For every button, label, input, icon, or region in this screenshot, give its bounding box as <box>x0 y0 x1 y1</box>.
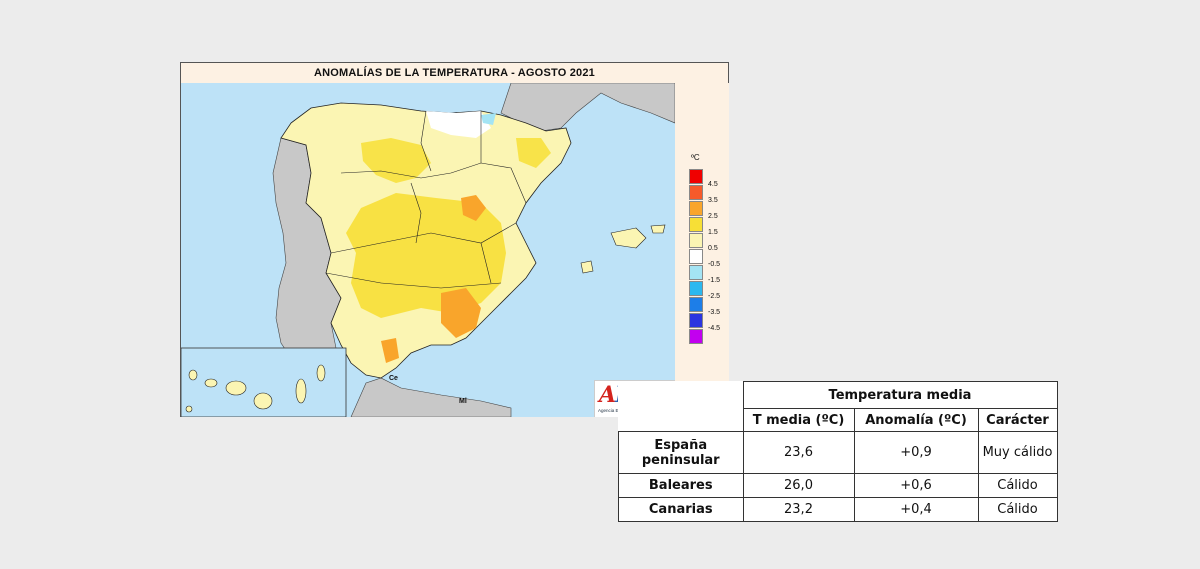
map-title: ANOMALÍAS DE LA TEMPERATURA - AGOSTO 202… <box>181 63 728 84</box>
map-area: Ce Ml AEmet Agencia Estatal de Meteorolo… <box>181 83 676 417</box>
cell-caracter: Cálido <box>977 497 1058 522</box>
row-label: Canarias <box>618 497 744 522</box>
table-row: España peninsular 23,6 +0,9 Muy cálido <box>618 431 1058 474</box>
legend: ºC 4.5 3.5 2.5 1.5 0.5 -0.5 -1.5 -2.5 -3.5 -4.5 <box>675 83 729 417</box>
anomaly-2-5-zone-center <box>461 195 486 221</box>
label-melilla: Ml <box>459 398 467 405</box>
cell-caracter: Cálido <box>977 473 1058 498</box>
legend-swatch <box>689 185 703 200</box>
table-row: Baleares 26,0 +0,6 Cálido <box>618 473 1058 498</box>
legend-label: 1.5 <box>708 229 718 236</box>
cell-caracter: Muy cálido <box>977 431 1058 474</box>
legend-label: -3.5 <box>708 309 721 316</box>
legend-swatch <box>689 169 703 184</box>
col-caracter: Carácter <box>977 408 1058 432</box>
legend-unit: ºC <box>691 153 700 162</box>
legend-label: 3.5 <box>708 197 718 204</box>
row-label: España peninsular <box>618 431 744 474</box>
anomaly-2-5-zone-coast <box>381 338 399 363</box>
legend-label: -2.5 <box>708 293 721 300</box>
region-borders <box>325 110 527 289</box>
legend-label: 0.5 <box>708 245 718 252</box>
menorca <box>650 224 666 234</box>
anomaly-neutral-zone <box>426 111 491 138</box>
legend-label: -4.5 <box>708 325 721 332</box>
col-t-media: T media (ºC) <box>742 408 855 432</box>
cell-anomalia: +0,6 <box>853 473 979 498</box>
legend-swatch <box>689 217 703 232</box>
legend-label: 4.5 <box>708 181 718 188</box>
legend-swatch <box>689 297 703 312</box>
label-ceuta: Ce <box>389 375 398 382</box>
anomaly-1-5-zone-north <box>361 138 431 183</box>
temperature-table: Temperatura media T media (ºC) Anomalía … <box>618 381 1058 522</box>
table-row: Canarias 23,2 +0,4 Cálido <box>618 497 1058 522</box>
legend-swatch <box>689 329 703 344</box>
cell-t-media: 23,6 <box>742 431 855 474</box>
north-africa <box>350 377 512 417</box>
anomaly-map: ANOMALÍAS DE LA TEMPERATURA - AGOSTO 202… <box>180 62 729 417</box>
anomaly-1-5-zone <box>346 193 506 318</box>
legend-label: -0.5 <box>708 261 721 268</box>
cell-t-media: 23,2 <box>742 497 855 522</box>
anomaly-1-5-zone-ne <box>516 138 551 168</box>
cell-anomalia: +0,9 <box>853 431 979 474</box>
anomaly-cool-zone <box>481 113 496 125</box>
legend-swatch <box>689 265 703 280</box>
legend-swatch <box>689 281 703 296</box>
row-label: Baleares <box>618 473 744 498</box>
legend-label: -1.5 <box>708 277 721 284</box>
cell-t-media: 26,0 <box>742 473 855 498</box>
col-anomalia: Anomalía (ºC) <box>853 408 979 432</box>
spain-map-svg <box>181 83 675 417</box>
table-title: Temperatura media <box>742 381 1058 409</box>
legend-swatch <box>689 201 703 216</box>
cell-anomalia: +0,4 <box>853 497 979 522</box>
canary-islands <box>185 364 326 413</box>
anomaly-2-5-zone-south <box>441 288 481 338</box>
legend-swatch <box>689 233 703 248</box>
legend-label: 2.5 <box>708 213 718 220</box>
legend-swatch <box>689 249 703 264</box>
mallorca <box>610 227 647 249</box>
legend-swatch <box>689 313 703 328</box>
ibiza <box>580 260 594 274</box>
